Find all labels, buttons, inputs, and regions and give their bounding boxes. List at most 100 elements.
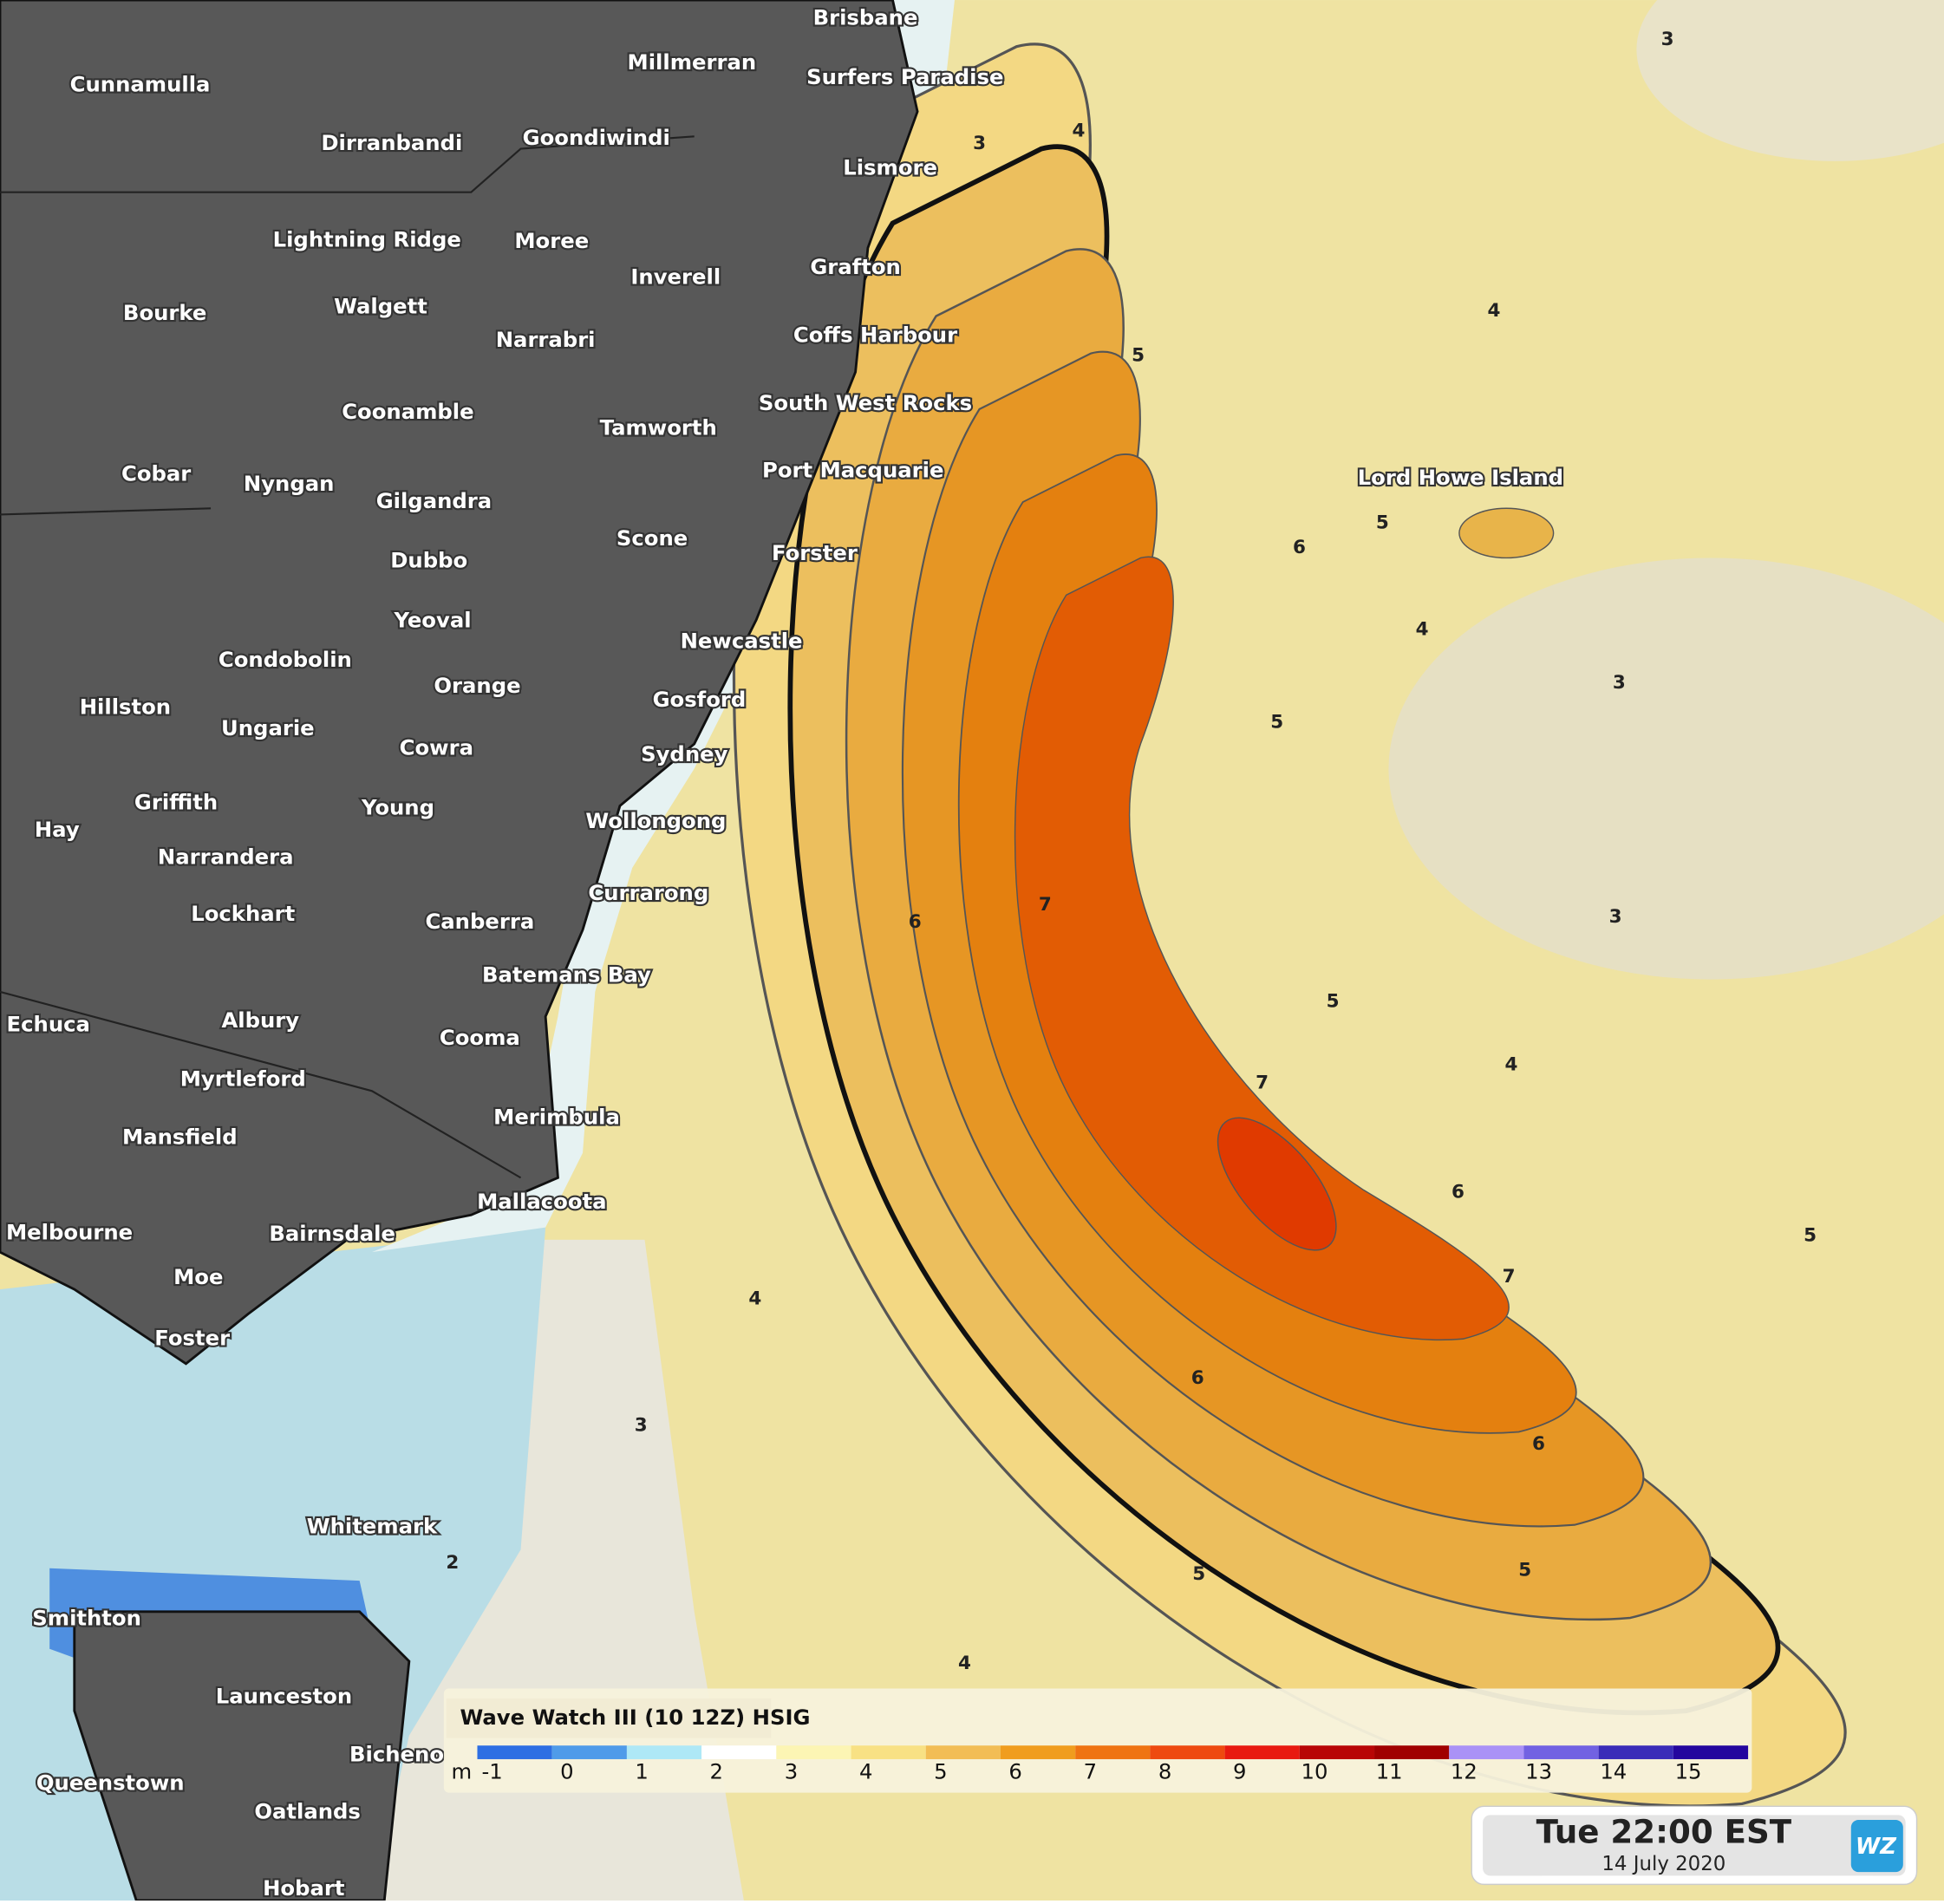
contour-label: 5	[1132, 344, 1145, 366]
place-label: Orange	[434, 673, 520, 698]
legend-tick-label: 3	[785, 1759, 798, 1784]
place-label: Gilgandra	[376, 488, 492, 513]
place-label: Dubbo	[390, 548, 467, 573]
place-label: South West Rocks	[759, 390, 972, 415]
contour-label: 3	[1661, 29, 1674, 50]
legend-tick-label: 13	[1525, 1759, 1552, 1784]
place-label: Cooma	[440, 1025, 520, 1050]
contour-label: 4	[1488, 300, 1501, 322]
legend-tick-label: 12	[1451, 1759, 1478, 1784]
place-label: Ungarie	[221, 715, 315, 740]
place-label: Brisbane	[813, 4, 918, 29]
time-date: 14 July 2020	[1602, 1853, 1725, 1875]
place-label: Grafton	[810, 254, 900, 279]
contour-label: 6	[1191, 1367, 1204, 1389]
legend-tick-label: 9	[1233, 1759, 1246, 1784]
contour-label: 4	[748, 1288, 761, 1310]
legend-swatch	[1224, 1745, 1300, 1759]
legend-swatch	[1075, 1745, 1151, 1759]
legend-swatch	[1523, 1745, 1599, 1759]
place-label: Cowra	[400, 735, 473, 760]
contour-label: 5	[1518, 1560, 1531, 1581]
place-label: Coffs Harbour	[793, 323, 957, 348]
contour-label: 5	[1192, 1563, 1205, 1585]
contour-label: 7	[1039, 894, 1052, 916]
place-label: Hillston	[80, 694, 171, 719]
contour-label: 3	[635, 1414, 648, 1436]
place-label: Melbourne	[6, 1220, 133, 1245]
legend-title-box	[446, 1698, 772, 1738]
place-label: Wollongong	[585, 808, 726, 833]
calm-area	[1636, 0, 1944, 161]
contour-label: 3	[1609, 906, 1622, 928]
place-label: Oatlands	[254, 1798, 361, 1823]
place-label: Lord Howe Island	[1358, 465, 1563, 490]
place-label: Echuca	[7, 1012, 90, 1037]
place-label: Queenstown	[36, 1770, 185, 1796]
place-label: Bairnsdale	[269, 1221, 395, 1246]
legend-tick-label: 7	[1084, 1759, 1097, 1784]
place-label: Hobart	[263, 1875, 345, 1901]
place-label: Bourke	[123, 300, 206, 325]
contour-label: 6	[909, 911, 922, 933]
legend-swatch	[1374, 1745, 1450, 1759]
place-label: Batemans Bay	[482, 962, 651, 987]
place-label: Walgett	[334, 294, 427, 319]
legend: Wave Watch III (10 12Z) HSIG m -1 0 1 2 3 4 5 6…	[443, 1688, 1752, 1793]
place-label: Launceston	[216, 1683, 352, 1708]
place-label: Cunnamulla	[70, 72, 211, 97]
place-label: Canberra	[425, 909, 534, 934]
contour-label: 5	[1804, 1225, 1817, 1247]
legend-tick-label: 15	[1675, 1759, 1702, 1784]
place-label: Lightning Ridge	[273, 226, 461, 251]
contour-label: 5	[1327, 990, 1340, 1012]
contour-label: 7	[1256, 1073, 1269, 1094]
legend-swatch	[701, 1745, 777, 1759]
place-label: Young	[361, 794, 434, 819]
place-label: Millmerran	[628, 49, 757, 75]
contour-label: 3	[973, 133, 986, 154]
legend-tick-label: 11	[1376, 1759, 1403, 1784]
legend-tick-label: 10	[1301, 1759, 1328, 1784]
legend-swatch	[925, 1745, 1001, 1759]
time-main: Tue 22:00 EST	[1536, 1812, 1792, 1850]
place-label: Inverell	[630, 264, 721, 289]
legend-tick-label: 5	[934, 1759, 947, 1784]
legend-swatch	[851, 1745, 926, 1759]
place-label: Smithton	[32, 1605, 141, 1630]
legend-tick-label: -1	[482, 1759, 503, 1784]
place-label: Cobar	[121, 461, 191, 486]
legend-tick-label: 4	[859, 1759, 872, 1784]
place-label: Yeoval	[393, 607, 471, 632]
place-label: Condobolin	[219, 647, 352, 672]
place-label: Tamworth	[600, 415, 717, 440]
contour-label: 4	[1416, 618, 1429, 640]
place-label: Narrabri	[496, 327, 596, 352]
legend-swatch	[626, 1745, 702, 1759]
place-label: Mallacoota	[477, 1189, 606, 1214]
contour-labels: 3 4 3 4 5 5 6 4 3 5 3 6 7 5 7 4 6 5 7 6 6 5 5 4 4 3 2	[446, 29, 1817, 1674]
contour-label: 6	[1293, 537, 1306, 558]
place-label: Myrtleford	[180, 1066, 306, 1091]
place-label: Mansfield	[122, 1125, 238, 1150]
legend-swatch	[551, 1745, 627, 1759]
legend-scale: -1 0 1 2 3 4 5 6 7 8 9 10 11 12 13 14 15	[477, 1745, 1749, 1784]
contour-label: 5	[1270, 712, 1283, 734]
logo-box	[1850, 1820, 1903, 1873]
place-labels: Brisbane Millmerran Surfers Paradise Cunnam…	[4, 3, 1565, 1902]
place-label: Newcastle	[681, 629, 803, 654]
legend-title: Wave Watch III (10 12Z) HSIG	[460, 1705, 810, 1730]
place-label: Currarong	[588, 880, 708, 905]
legend-swatch	[776, 1745, 851, 1759]
land	[0, 0, 919, 1366]
place-label: Merimbula	[493, 1105, 620, 1130]
place-label: Scone	[616, 525, 688, 551]
wave-band	[1014, 556, 1510, 1341]
place-label: Sydney	[641, 741, 728, 766]
logo: WZ	[1856, 1834, 1897, 1860]
place-label: Lockhart	[191, 901, 295, 926]
place-label: Dirranbandi	[321, 130, 462, 155]
place-label: Coonamble	[342, 399, 473, 424]
place-label: Gosford	[653, 687, 747, 712]
place-label: Forster	[772, 540, 858, 565]
